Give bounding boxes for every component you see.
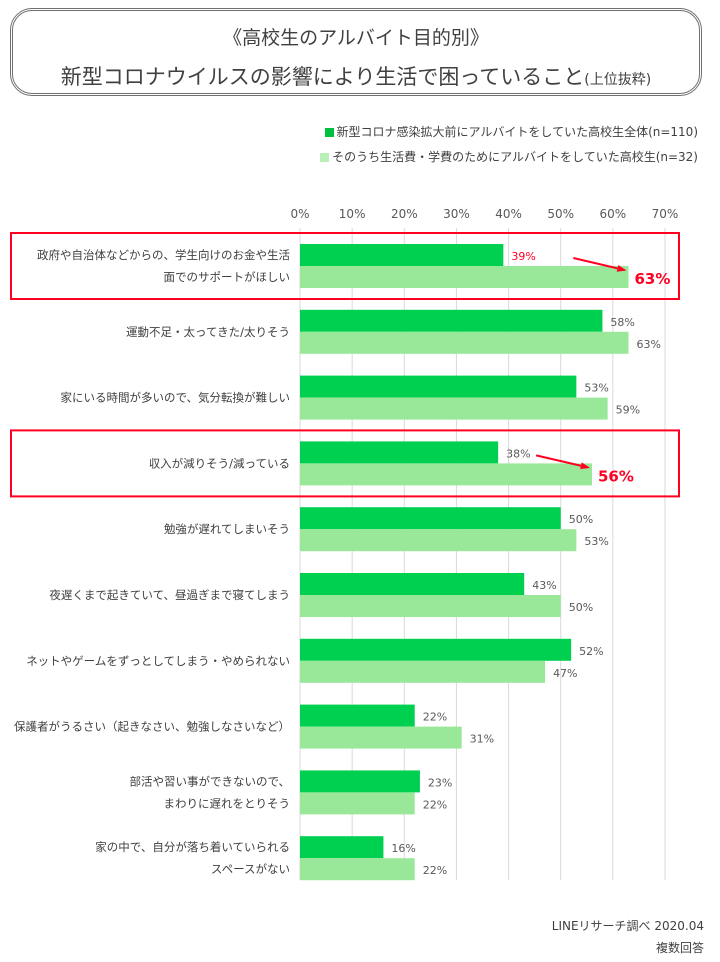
bar-series1 (300, 836, 384, 859)
data-label-series2-highlight: 56% (598, 467, 634, 485)
data-label-series2: 50% (569, 601, 593, 614)
category-label: 運動不足・太ってきた/太りそう (126, 325, 290, 339)
x-tick-label: 70% (652, 207, 679, 221)
arrow-head-icon (616, 264, 627, 272)
bar-series1 (300, 375, 577, 398)
category-label: 収入が減りそう/減っている (149, 456, 290, 470)
bar-series2 (300, 331, 629, 354)
data-label-series1: 58% (610, 316, 634, 329)
bar-series2 (300, 397, 608, 420)
data-label-series1: 43% (532, 579, 556, 592)
x-tick-label: 60% (600, 207, 627, 221)
highlight-box (10, 232, 680, 300)
category-label: まわりに遅れをとりそう (164, 796, 291, 810)
source-note: LINEリサーチ調べ 2020.04 (551, 919, 704, 933)
legend-label: 新型コロナ感染拡大前にアルバイトをしていた高校生全体(n=110) (336, 125, 698, 139)
legend-label: そのうち生活費・学費のためにアルバイトをしていた高校生(n=32) (332, 150, 698, 164)
category-label: スペースがない (211, 862, 290, 876)
category-label: 家の中で、自分が落ち着いていられる (95, 840, 290, 854)
x-tick-label: 20% (391, 207, 418, 221)
bar-series1 (300, 704, 415, 727)
x-tick-label: 50% (547, 207, 574, 221)
data-label-series1: 53% (584, 382, 608, 395)
category-label: 勉強が遅れてしまいそう (164, 522, 290, 536)
bar-series1 (300, 244, 504, 266)
data-label-series1: 23% (428, 776, 452, 789)
bar-series2 (300, 858, 415, 881)
arrow-head-icon (580, 462, 590, 470)
chart-title-line2: 新型コロナウイルスの影響により生活で困っていること(上位抜粋) (13, 61, 699, 91)
bar-series1 (300, 573, 525, 595)
bar-series1 (300, 309, 603, 332)
bar-series2 (300, 463, 592, 486)
data-label-series1: 39% (511, 250, 535, 263)
legend-item-series1: 新型コロナ感染拡大前にアルバイトをしていた高校生全体(n=110) (324, 123, 698, 140)
category-label: 面でのサポートがほしい (164, 270, 291, 284)
data-label-series2: 59% (616, 404, 640, 417)
category-label: 部活や習い事ができないので、 (129, 774, 290, 788)
highlight-arrow (535, 454, 589, 469)
data-label-series2: 22% (423, 864, 447, 877)
category-label: 政府や自治体などからの、学生向けのお金や生活 (37, 248, 290, 262)
data-label-series2: 31% (470, 733, 494, 746)
x-tick-label: 30% (443, 207, 470, 221)
chart-title-main: 新型コロナウイルスの影響により生活で困っていること (60, 65, 585, 89)
data-label-series1: 52% (579, 645, 603, 658)
legend-swatch-dark (324, 128, 334, 137)
chart-title-line1: 《高校生のアルバイト目的別》 (223, 27, 489, 49)
bar-series1 (300, 770, 420, 793)
data-label-series1: 38% (506, 447, 530, 460)
bar-series1 (300, 441, 499, 464)
bar-series2 (300, 266, 629, 288)
data-label-series2: 53% (584, 535, 608, 548)
bar-series2 (300, 792, 415, 815)
data-label-series1: 50% (569, 513, 593, 526)
multiple-answer-note: 複数回答 (655, 941, 704, 955)
highlight-box (10, 429, 680, 498)
bar-series2 (300, 529, 577, 552)
data-label-series1: 16% (391, 842, 415, 855)
title-box: 《高校生のアルバイト目的別》 新型コロナウイルスの影響により生活で困っていること… (10, 8, 702, 96)
data-label-series2-highlight: 63% (635, 270, 671, 288)
chart-title-suffix: (上位抜粋) (584, 72, 652, 88)
category-label: 保護者がうるさい（起きなさい、勉強しなさいなど） (14, 720, 290, 734)
category-label: ネットやゲームをずっとしてしまう・やめられない (26, 654, 290, 668)
category-label: 夜遅くまで起きていて、昼過ぎまで寝てしまう (49, 588, 290, 602)
legend-item-series2: そのうち生活費・学費のためにアルバイトをしていた高校生(n=32) (320, 148, 698, 165)
highlight-arrow (573, 257, 625, 271)
bar-series2 (300, 660, 546, 683)
bar-series1 (300, 638, 572, 661)
data-label-series2: 63% (637, 338, 661, 351)
x-tick-label: 10% (339, 207, 366, 221)
data-label-series1: 22% (423, 711, 447, 724)
data-label-series2: 22% (423, 798, 447, 811)
x-tick-label: 40% (495, 207, 522, 221)
category-label: 家にいる時間が多いので、気分転換が難しい (60, 391, 290, 405)
bar-series1 (300, 507, 561, 530)
legend-swatch-light (320, 153, 330, 162)
bar-series2 (300, 726, 462, 749)
x-tick-label: 0% (290, 207, 309, 221)
data-label-series2: 47% (553, 667, 577, 680)
bar-series2 (300, 595, 561, 617)
